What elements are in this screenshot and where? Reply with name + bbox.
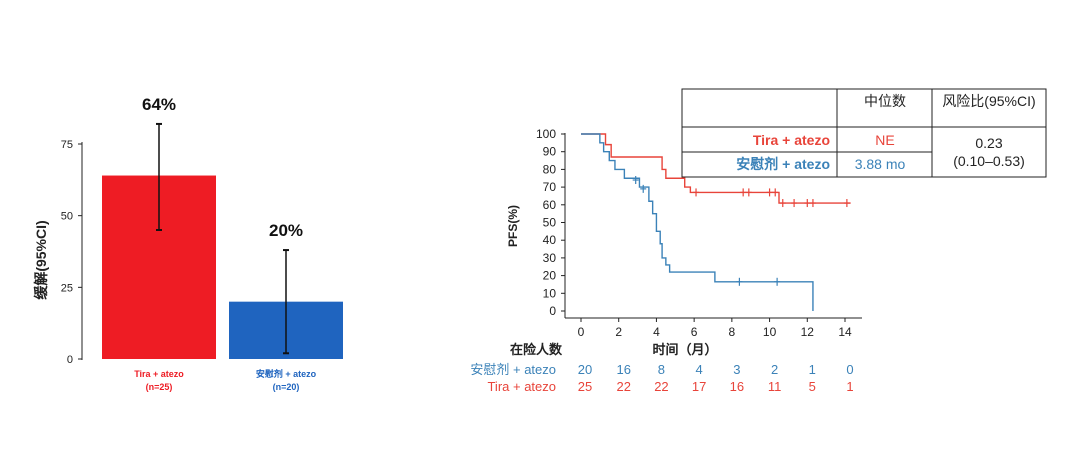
at-risk-value: 22: [616, 379, 630, 394]
km-y-tick-label: 10: [543, 286, 557, 300]
at-risk-value: 2: [771, 362, 778, 377]
km-x-tick-label: 6: [691, 325, 698, 339]
at-risk-value: 4: [696, 362, 703, 377]
at-risk-value: 8: [658, 362, 665, 377]
at-risk-value: 1: [809, 362, 816, 377]
km-y-tick-label: 50: [543, 216, 557, 230]
km-x-tick-label: 10: [763, 325, 777, 339]
at-risk-title: 在险人数: [510, 342, 563, 357]
at-risk-value: 11: [768, 379, 782, 394]
km-y-tick-label: 100: [536, 127, 556, 141]
bar-value-label: 20%: [269, 221, 303, 240]
at-risk-row-label: Tira + atezo: [487, 379, 556, 394]
km-chart: 中位数 风险比(95%CI) Tira + atezo NE 安慰剂 + ate…: [470, 88, 1047, 394]
km-y-tick-label: 80: [543, 162, 557, 176]
km-x-tick-label: 2: [615, 325, 622, 339]
table-hr-ci: (0.10–0.53): [953, 153, 1025, 169]
km-y-tick-label: 30: [543, 251, 557, 265]
km-y-tick-label: 60: [543, 198, 557, 212]
table-header-median: 中位数: [864, 93, 906, 109]
km-y-tick-label: 70: [543, 180, 557, 194]
at-risk-value: 5: [809, 379, 816, 394]
km-y-tick-label: 20: [543, 269, 557, 283]
km-curves: [581, 133, 851, 311]
bar-marks: 64% 20%: [102, 95, 343, 359]
bar-category-labels: Tira + atezo (n=25) 安慰剂 + atezo (n=20): [134, 368, 316, 392]
at-risk-value: 20: [578, 362, 592, 377]
bar-y-tick-label: 25: [61, 282, 73, 294]
table-median-placebo: 3.88 mo: [855, 156, 906, 172]
bar-value-label: 64%: [142, 95, 176, 114]
table-row-label-tira: Tira + atezo: [753, 132, 830, 148]
km-x-tick-label: 12: [801, 325, 815, 339]
km-y-tick-label: 90: [543, 145, 557, 159]
table-row-label-placebo: 安慰剂 + atezo: [736, 156, 830, 172]
km-x-axis-label: 时间（月）: [652, 342, 717, 357]
bar-chart: 缓解(95%CI) 0 25 50 75 64% 20% Tira + atezo (n=…: [33, 95, 343, 392]
at-risk-value: 16: [616, 362, 630, 377]
bar-y-axis-label: 缓解(95%CI): [33, 220, 49, 299]
km-x-tick-label: 14: [838, 325, 852, 339]
bar-category-label: Tira + atezo: [134, 369, 184, 379]
km-y-tick-label: 40: [543, 233, 557, 247]
at-risk-value: 3: [733, 362, 740, 377]
km-curve-placebo: [581, 133, 814, 311]
bar-y-tick-label: 75: [61, 139, 73, 151]
km-y-ticks: 0 10 20 30 40 50 60 70 80 90 100: [536, 127, 565, 318]
at-risk-row-label: 安慰剂 + atezo: [470, 362, 556, 377]
at-risk-value: 17: [692, 379, 706, 394]
km-x-tick-label: 4: [653, 325, 660, 339]
table-border: [681, 88, 1047, 178]
table-hr-value: 0.23: [975, 135, 1002, 151]
table-header-hr: 风险比(95%CI): [942, 93, 1035, 109]
bar-category-sublabel: (n=20): [273, 382, 300, 392]
bar-y-tick-label: 0: [67, 354, 73, 366]
median-hr-table: 中位数 风险比(95%CI) Tira + atezo NE 安慰剂 + ate…: [681, 88, 1047, 178]
km-x-tick-label: 8: [729, 325, 736, 339]
at-risk-value: 16: [730, 379, 744, 394]
at-risk-value: 25: [578, 379, 592, 394]
at-risk-table: 安慰剂 + atezo 20 16 8 4 3 2 1 0 Tira + atezo 25 22 22 1…: [470, 362, 853, 394]
km-x-ticks: 0 2 4 6 8 10 12 14: [578, 318, 852, 339]
bar-y-tick-label: 50: [61, 211, 73, 223]
km-y-tick-label: 0: [549, 304, 556, 318]
km-x-tick-label: 0: [578, 325, 585, 339]
km-curve-tira: [581, 133, 851, 204]
at-risk-value: 1: [846, 379, 853, 394]
at-risk-value: 0: [846, 362, 853, 377]
table-median-tira: NE: [875, 132, 894, 148]
bar-category-label: 安慰剂 + atezo: [256, 368, 317, 379]
bar-category-sublabel: (n=25): [146, 382, 173, 392]
bar-y-ticks: 0 25 50 75: [61, 139, 82, 366]
km-y-axis-label: PFS(%): [506, 205, 520, 247]
at-risk-value: 22: [654, 379, 668, 394]
